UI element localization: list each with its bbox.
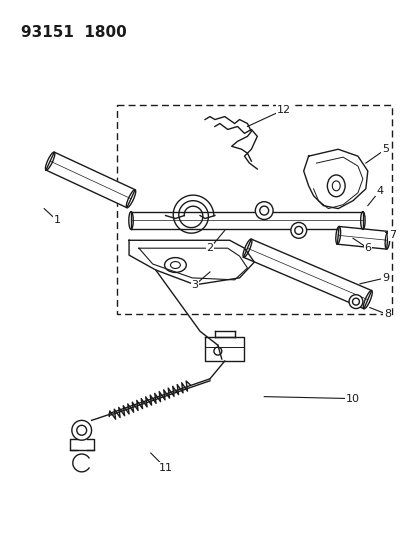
Polygon shape — [46, 152, 135, 208]
Text: 6: 6 — [363, 243, 370, 253]
Ellipse shape — [255, 201, 273, 220]
Text: 11: 11 — [158, 463, 172, 473]
Text: 5: 5 — [381, 144, 388, 154]
Polygon shape — [131, 212, 362, 229]
Text: 8: 8 — [383, 310, 390, 319]
Text: 1: 1 — [53, 215, 60, 225]
Polygon shape — [337, 227, 387, 249]
Polygon shape — [303, 149, 367, 208]
Ellipse shape — [290, 222, 306, 238]
Polygon shape — [204, 337, 244, 361]
Bar — [117, 104, 392, 314]
Text: 2: 2 — [206, 243, 213, 253]
Ellipse shape — [348, 295, 362, 309]
Text: 10: 10 — [345, 393, 359, 403]
Text: 3: 3 — [191, 280, 198, 290]
Text: 4: 4 — [375, 186, 382, 196]
Text: 7: 7 — [388, 230, 395, 240]
Text: 93151  1800: 93151 1800 — [21, 25, 126, 39]
Text: 9: 9 — [381, 273, 388, 283]
Polygon shape — [243, 239, 371, 309]
Ellipse shape — [72, 421, 91, 440]
Text: 12: 12 — [276, 104, 290, 115]
Polygon shape — [129, 240, 254, 285]
